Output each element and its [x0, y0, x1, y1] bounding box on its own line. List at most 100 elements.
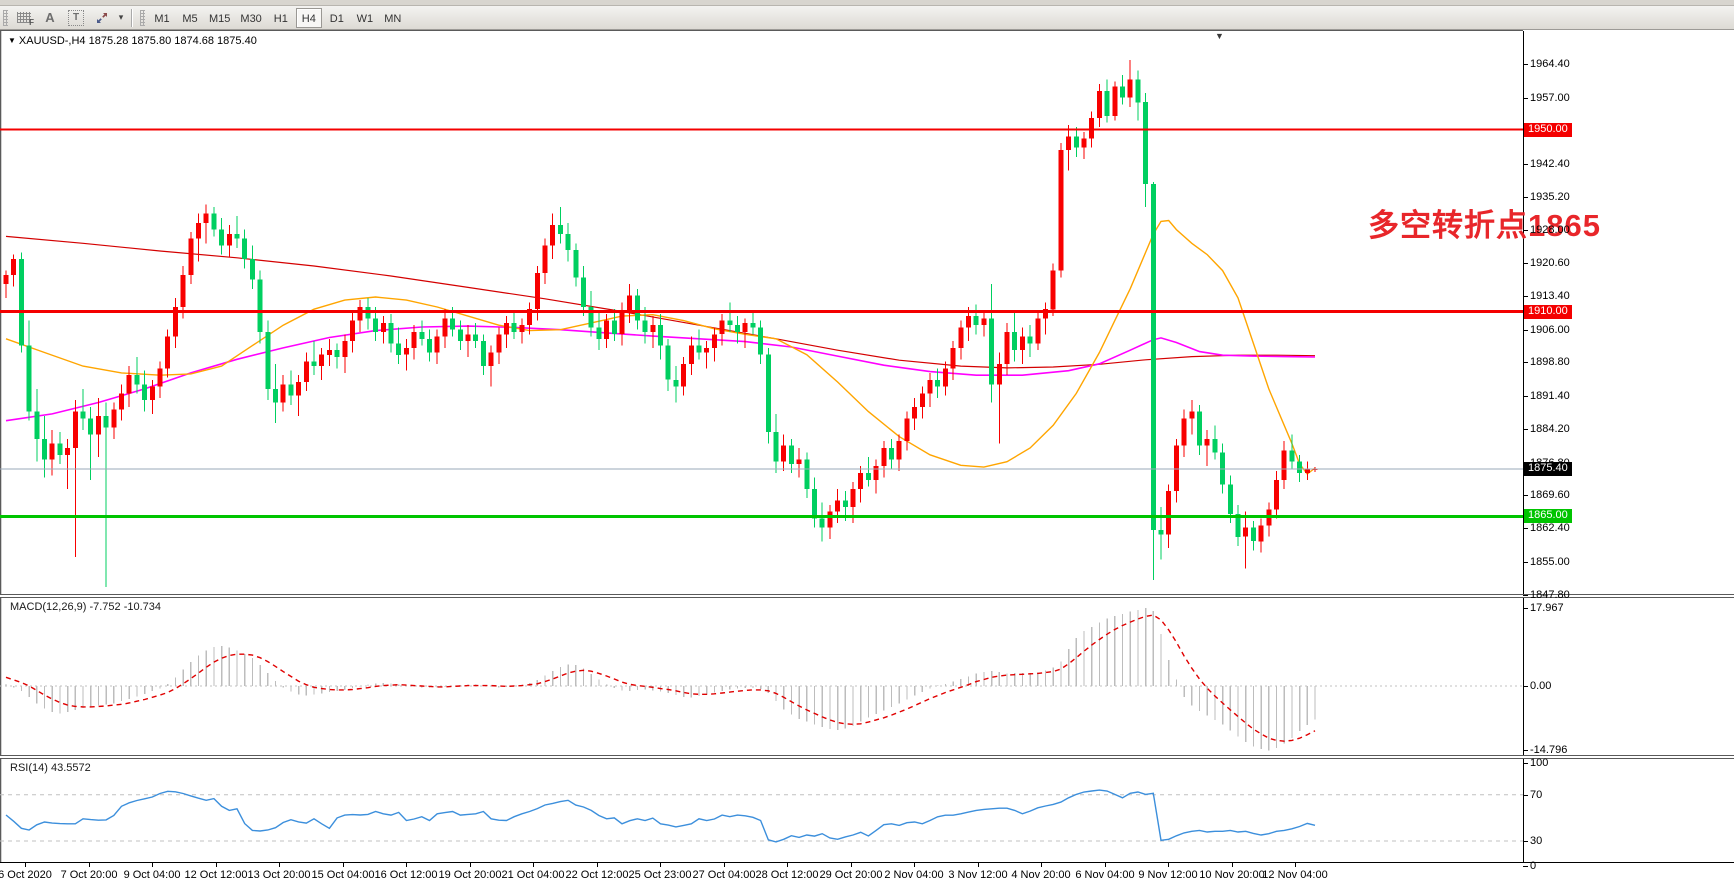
time-label: 2 Nov 04:00	[884, 869, 944, 881]
macd-tick-17.967-dash	[1523, 608, 1528, 609]
macd-tick--14.796: -14.796	[1530, 744, 1568, 756]
timeframe-button-m5[interactable]: M5	[182, 12, 198, 25]
price-tick-1855-dash	[1523, 562, 1528, 563]
time-label: 4 Nov 20:00	[1011, 869, 1071, 881]
timeframe-button-mn[interactable]: MN	[384, 12, 402, 25]
hline-1910[interactable]	[0, 310, 1523, 313]
timeframe-button-h4[interactable]: H4	[295, 7, 322, 28]
macd-pane[interactable]	[0, 598, 1523, 755]
time-tick-dash	[89, 862, 90, 867]
time-tick-dash	[25, 862, 26, 867]
arrows-icon	[97, 12, 107, 23]
time-tick-dash	[533, 862, 534, 867]
price-tick-1891.4-dash	[1523, 396, 1528, 397]
rsi-tick-0-dash	[1523, 866, 1528, 867]
timeframe-button-m15[interactable]: M15	[209, 12, 231, 25]
hline-1865[interactable]	[0, 514, 1523, 518]
timeframe-grip-icon	[140, 9, 145, 26]
chart-shift-marker-icon[interactable]: ▼	[1215, 31, 1224, 41]
arrows-dropdown-caret-icon[interactable]: ▾	[118, 12, 124, 22]
timeframe-button-m1[interactable]: M1	[154, 12, 170, 25]
time-tick-dash	[216, 862, 217, 867]
macd-tick--14.796-dash	[1523, 750, 1528, 751]
timeframe-button-group: M1 M5 M15 M30 H1 H4 D1 W1 MN	[148, 7, 407, 28]
chart-text-annotation[interactable]: 多空转折点1865	[1368, 208, 1601, 243]
time-label: 12 Nov 04:00	[1262, 869, 1328, 881]
rsi-tick-70-dash	[1523, 795, 1528, 796]
timeframe-button-m30[interactable]: M30	[240, 12, 262, 25]
price-tick-1847.8-dash	[1523, 595, 1528, 596]
price-tick-1935.2-dash	[1523, 197, 1528, 198]
time-tick-dash	[724, 862, 725, 867]
time-label: 10 Nov 20:00	[1199, 869, 1265, 881]
price-tick-1862.4-dash	[1523, 528, 1528, 529]
time-label: 19 Oct 20:00	[438, 869, 502, 881]
time-label: 15 Oct 04:00	[311, 869, 375, 881]
price-tick-1891.4: 1891.40	[1530, 390, 1570, 402]
time-tick-dash	[978, 862, 979, 867]
time-label: 12 Oct 12:00	[184, 869, 248, 881]
chart-border-top	[0, 30, 1523, 31]
symbol-ohlc-header[interactable]: ▼ XAUUSD-,H4 1875.28 1875.80 1874.68 1875…	[8, 35, 257, 47]
price-tick-1920.6-dash	[1523, 263, 1528, 264]
time-tick-dash	[787, 862, 788, 867]
time-label: 9 Nov 12:00	[1138, 869, 1198, 881]
time-tick-dash	[1232, 862, 1233, 867]
price-tick-1935.2: 1935.20	[1530, 191, 1570, 203]
ma-slow-red	[5, 235, 1316, 369]
time-tick-dash	[1041, 862, 1042, 867]
rsi-tick-100: 100	[1530, 757, 1549, 769]
time-tick-dash	[851, 862, 852, 867]
price-tick-1898.8-dash	[1523, 362, 1528, 363]
toolbar-grip-icon	[3, 9, 8, 26]
price-axis-line	[1523, 31, 1524, 863]
ma-fast-orange	[5, 219, 1316, 475]
pane-separator-main-macd[interactable]	[0, 594, 1734, 598]
timeframe-button-w1[interactable]: W1	[356, 12, 374, 25]
time-label: 29 Oct 20:00	[819, 869, 883, 881]
timeframe-button-h1[interactable]: H1	[273, 12, 288, 25]
time-label: 22 Oct 12:00	[565, 869, 629, 881]
main-chart-pane[interactable]	[0, 31, 1523, 594]
price-tick-1942.4: 1942.40	[1530, 158, 1570, 170]
price-tick-1957: 1957.00	[1530, 92, 1570, 104]
rsi-tick-70: 70	[1530, 789, 1543, 801]
arrows-tool-icon[interactable]	[90, 8, 114, 28]
time-tick-dash	[406, 862, 407, 867]
time-label: 9 Oct 04:00	[123, 869, 181, 881]
rsi-tick-30: 30	[1530, 835, 1543, 847]
price-tick-1898.8: 1898.80	[1530, 356, 1570, 368]
time-tick-dash	[1105, 862, 1106, 867]
timeframe-button-d1[interactable]: D1	[329, 12, 344, 25]
time-tick-dash	[470, 862, 471, 867]
macd-tick-17.967: 17.967	[1530, 602, 1564, 614]
rsi-tick-0: 0	[1530, 860, 1537, 872]
collapse-triangle-icon[interactable]: ▼	[8, 36, 16, 45]
price-tick-1928: 1928.00	[1530, 224, 1570, 236]
hline-1875.4[interactable]	[0, 468, 1523, 470]
time-tick-dash	[279, 862, 280, 867]
time-label: 6 Nov 04:00	[1075, 869, 1135, 881]
price-tick-1884.2: 1884.20	[1530, 423, 1570, 435]
text-tool-icon[interactable]: T	[64, 8, 88, 28]
pane-separator-macd-rsi[interactable]	[0, 755, 1734, 759]
label-a-icon[interactable]: A	[45, 10, 55, 25]
symbol-ohlc-text: XAUUSD-,H4 1875.28 1875.80 1874.68 1875.…	[18, 35, 257, 47]
hline-1950[interactable]	[0, 128, 1523, 131]
time-label: 21 Oct 04:00	[501, 869, 565, 881]
price-tick-1847.8: 1847.80	[1530, 589, 1570, 601]
price-tick-1884.2-dash	[1523, 429, 1528, 430]
time-label: 13 Oct 20:00	[247, 869, 311, 881]
price-tick-1920.6: 1920.60	[1530, 257, 1570, 269]
time-tick-dash	[1295, 862, 1296, 867]
indicator-grid-icon[interactable]: F	[12, 8, 36, 28]
macd-tick-0.00: 0.00	[1530, 680, 1552, 692]
rsi-pane[interactable]	[0, 759, 1523, 862]
toolbar-separator	[131, 8, 133, 27]
price-tick-1964.4: 1964.40	[1530, 58, 1570, 70]
macd-signal-line	[5, 614, 1316, 742]
macd-histogram	[5, 607, 1316, 751]
time-tick-dash	[152, 862, 153, 867]
price-flag-1875.40: 1875.40	[1524, 462, 1572, 476]
